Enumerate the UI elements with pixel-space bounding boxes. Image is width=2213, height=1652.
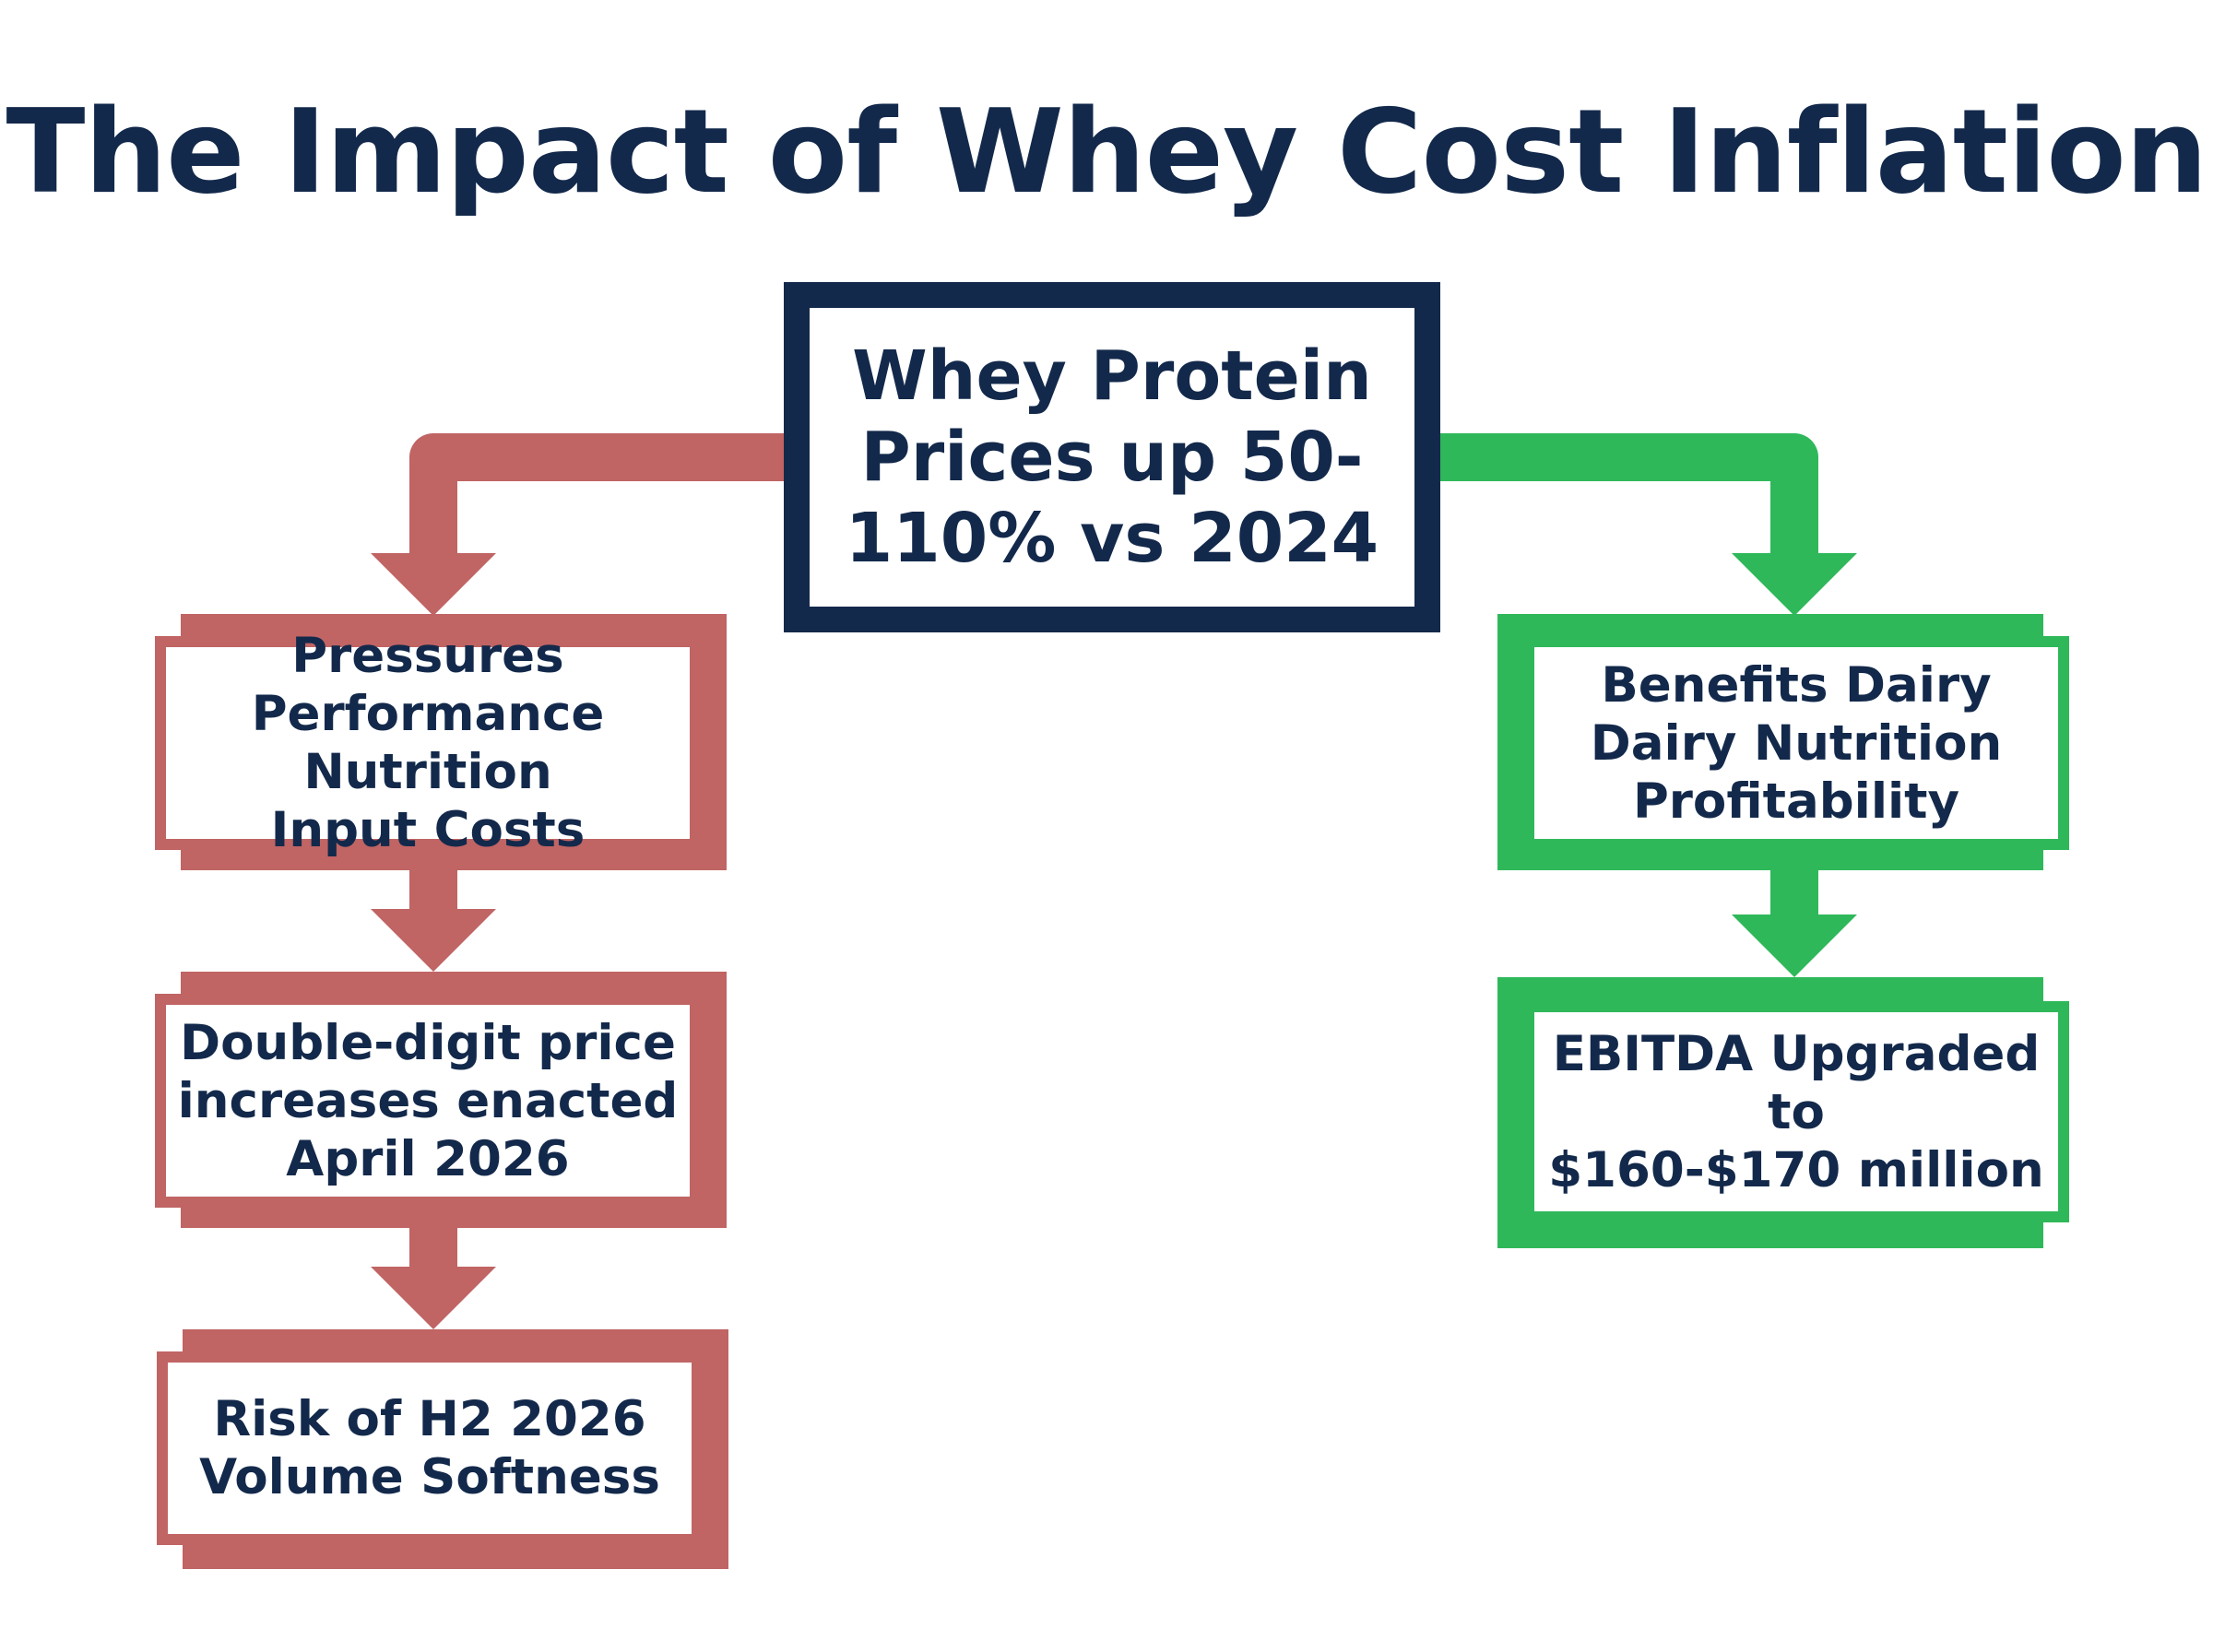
- left-connector-line: [409, 433, 786, 562]
- right-connector-arrowhead: [1732, 553, 1857, 616]
- left-box-1-text: Pressures Performance Nutrition Input Co…: [251, 628, 605, 858]
- left-arrow-1-head: [371, 909, 496, 972]
- right-arrow-1-head: [1732, 914, 1857, 977]
- right-connector-line: [1438, 433, 1818, 562]
- left-box-3: Risk of H2 2026 Volume Softness: [157, 1351, 703, 1545]
- left-box-2: Double-digit price increases enacted Apr…: [155, 994, 701, 1208]
- left-arrow-2-head: [371, 1267, 496, 1329]
- diagram-title: The Impact of Whey Cost Inflation: [6, 84, 2208, 219]
- right-box-1: Benefits Dairy Dairy Nutrition Profitabi…: [1523, 636, 2069, 850]
- right-box-1-text: Benefits Dairy Dairy Nutrition Profitabi…: [1590, 656, 2003, 830]
- left-box-1: Pressures Performance Nutrition Input Co…: [155, 628, 701, 858]
- left-box-2-text: Double-digit price increases enacted Apr…: [177, 1014, 679, 1187]
- center-box: Whey Protein Prices up 50- 110% vs 2024: [784, 282, 1440, 632]
- right-box-2-text: EBITDA Upgraded to $160-$170 million: [1548, 1025, 2044, 1198]
- center-box-text: Whey Protein Prices up 50- 110% vs 2024: [845, 336, 1379, 578]
- left-connector-arrowhead: [371, 553, 496, 616]
- right-box-2: EBITDA Upgraded to $160-$170 million: [1523, 1001, 2069, 1222]
- left-box-3-text: Risk of H2 2026 Volume Softness: [199, 1391, 660, 1505]
